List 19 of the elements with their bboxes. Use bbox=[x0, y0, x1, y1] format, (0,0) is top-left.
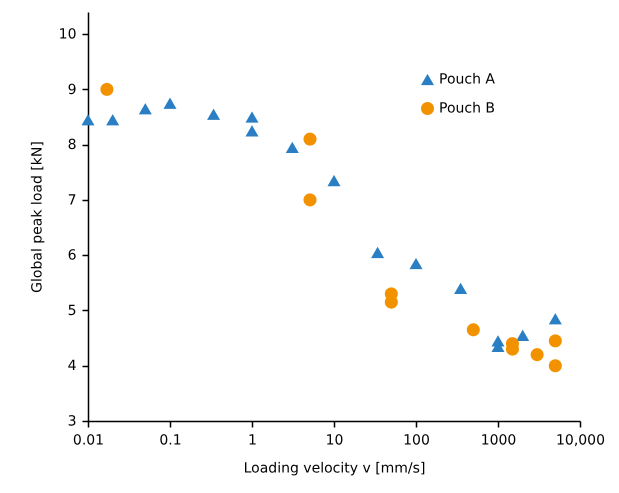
x-tick-label: 0.1 bbox=[159, 432, 182, 448]
x-tick-label: 1 bbox=[248, 432, 257, 448]
x-tick-label: 100 bbox=[403, 432, 430, 448]
y-tick-label: 8 bbox=[68, 137, 76, 154]
y-tick-label: 6 bbox=[68, 248, 77, 264]
y-tick-label: 4 bbox=[68, 358, 77, 374]
y-tick-label: 9 bbox=[68, 82, 76, 98]
legend-label: Pouch B bbox=[439, 100, 496, 116]
x-tick-label: 10,000 bbox=[556, 432, 605, 448]
legend-label: Pouch A bbox=[439, 72, 496, 88]
x-tick-label: 1000 bbox=[480, 432, 516, 448]
y-axis-title: Global peak load [kN] bbox=[30, 141, 46, 293]
y-tick-label: 3 bbox=[68, 414, 76, 430]
x-axis-title: Loading velocity v [mm/s] bbox=[244, 460, 426, 476]
y-tick-label: 7 bbox=[68, 192, 76, 208]
x-tick-label: 10 bbox=[326, 432, 344, 448]
y-tick-label: 10 bbox=[58, 26, 76, 43]
y-tick-label: 5 bbox=[68, 302, 76, 319]
x-tick-label: 0.01 bbox=[72, 432, 104, 448]
